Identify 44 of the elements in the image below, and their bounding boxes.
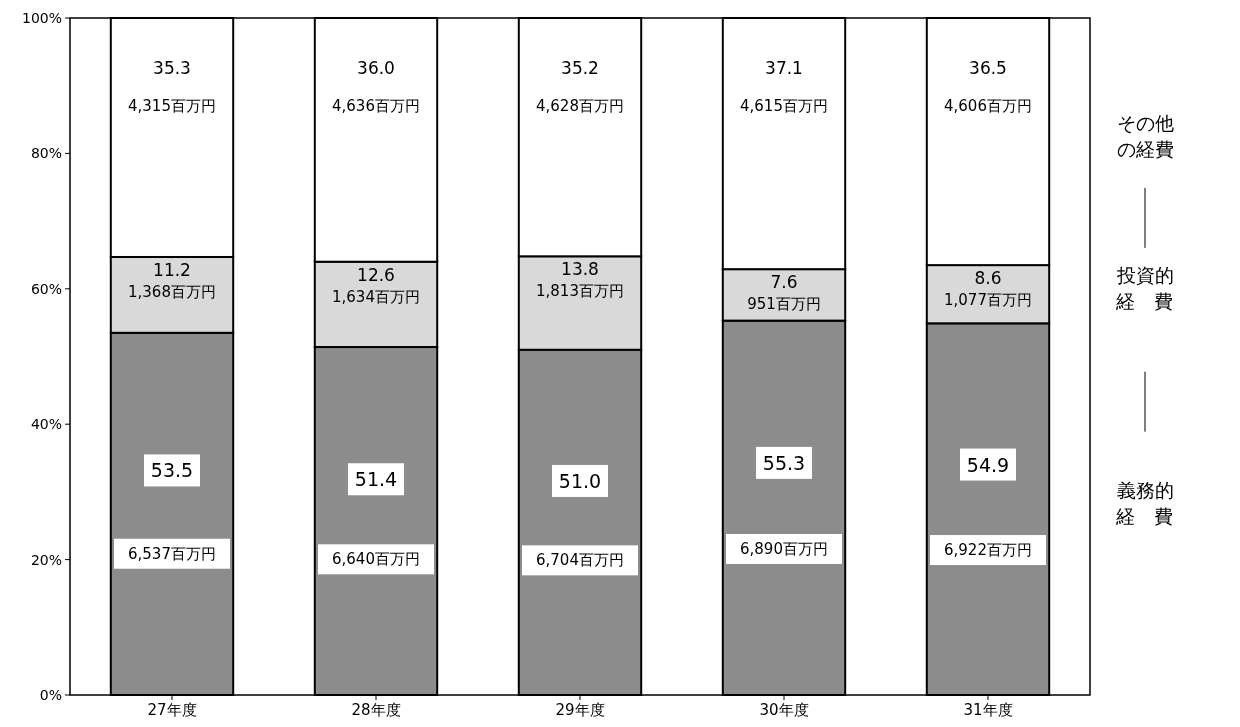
data-label: 55.3: [762, 451, 806, 474]
x-tick-label: 29年度: [555, 701, 605, 719]
data-label: 54.9: [966, 453, 1010, 476]
annotation: 6,537百万円: [128, 544, 216, 563]
x-tick-label: 27年度: [147, 701, 197, 719]
data-label: 51.4: [354, 468, 398, 491]
data-label: 35.3: [153, 58, 191, 78]
annotation: 4,636百万円: [332, 97, 420, 115]
data-label: 11.2: [153, 259, 191, 280]
annotation: 4,606百万円: [944, 97, 1032, 115]
y-tick-label: 0%: [39, 687, 62, 703]
annotation: 4,615百万円: [740, 97, 828, 115]
y-tick-label: 100%: [21, 10, 62, 26]
data-label: 36.5: [969, 58, 1007, 78]
annotation: 1,813百万円: [536, 282, 624, 301]
annotation: 4,628百万円: [536, 97, 624, 115]
y-tick-label: 60%: [30, 280, 62, 297]
data-label: 7.6: [770, 272, 798, 293]
annotation: 1,634百万円: [332, 287, 420, 306]
data-label: 35.2: [561, 58, 599, 78]
y-tick-label: 80%: [30, 145, 62, 162]
data-label: 37.1: [765, 58, 803, 78]
x-tick-label: 30年度: [759, 701, 809, 719]
data-label: 12.6: [357, 264, 395, 285]
text: 投資的経費: [1115, 264, 1192, 313]
data-label: 13.8: [561, 259, 599, 280]
annotation: 951百万円: [747, 295, 821, 314]
annotation: 4,315百万円: [128, 97, 216, 115]
data-label: 51.0: [558, 469, 602, 492]
annotation: 6,640百万円: [332, 550, 420, 569]
x-tick-label: 28年度: [351, 701, 401, 719]
data-label: 36.0: [357, 58, 395, 78]
y-tick-label: 40%: [30, 416, 62, 433]
data-label: 8.6: [974, 268, 1002, 289]
annotation: 1,077百万円: [944, 291, 1032, 310]
text: その他の経費: [1116, 111, 1174, 160]
annotation: 6,704百万円: [536, 551, 624, 570]
annotation: 1,368百万円: [128, 282, 216, 301]
x-tick-label: 31年度: [963, 701, 1013, 719]
data-label: 53.5: [150, 459, 194, 482]
annotation: 6,922百万円: [944, 541, 1032, 560]
annotation: 6,890百万円: [740, 539, 828, 558]
y-tick-label: 20%: [30, 551, 62, 568]
text: 義務的経費: [1115, 479, 1192, 528]
